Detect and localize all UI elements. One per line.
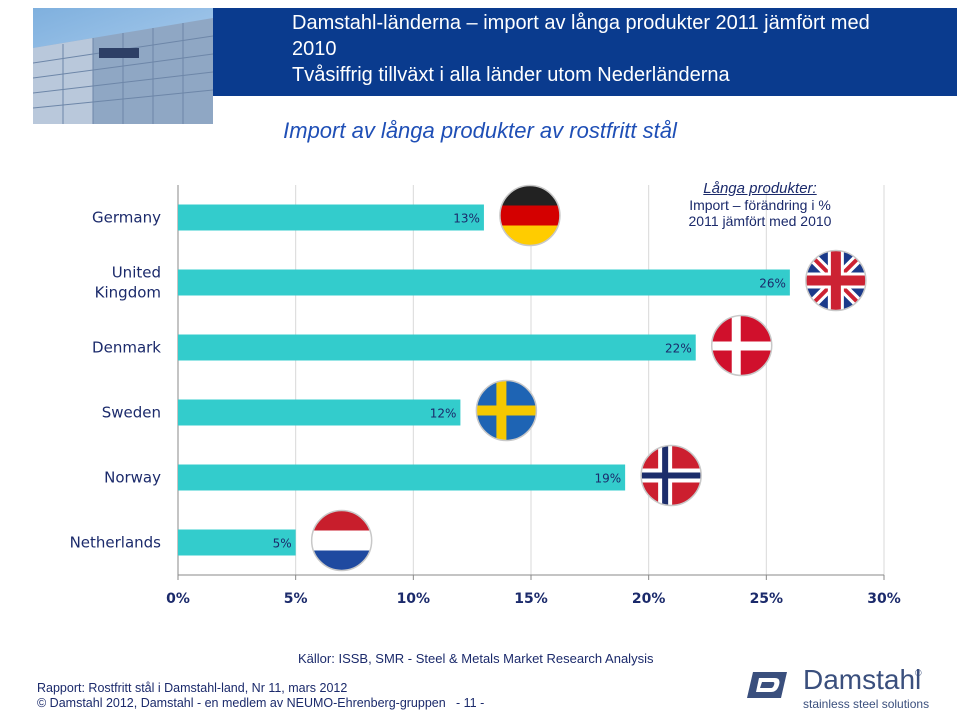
x-tick-label: 0% bbox=[166, 591, 190, 607]
data-label: 13% bbox=[453, 212, 480, 226]
x-tick-label: 30% bbox=[867, 591, 901, 607]
labels: 0% 5% 10% 15% 20% 25% 30% 13% Germany 26% United Ki… bbox=[70, 209, 901, 608]
slide-title-line1: Damstahl-länderna – import av långa prod… bbox=[292, 12, 870, 34]
header-band bbox=[213, 8, 957, 96]
netherlands-flag-icon bbox=[310, 509, 373, 572]
denmark-flag-icon bbox=[710, 314, 773, 377]
category-label: Sweden bbox=[102, 404, 161, 422]
damstahl-logo: Damstahl ® stainless steel solutions bbox=[745, 664, 929, 711]
x-tick-label: 10% bbox=[397, 591, 431, 607]
germany-flag-icon bbox=[499, 184, 561, 247]
sweden-flag-icon bbox=[475, 379, 538, 442]
legend-line2: 2011 jämfört med 2010 bbox=[688, 213, 832, 229]
legend-box: Långa produkter: Import – förändring i %… bbox=[640, 180, 880, 229]
legend-title: Långa produkter: bbox=[703, 180, 817, 197]
category-label: Norway bbox=[104, 469, 161, 487]
x-tick-label: 15% bbox=[514, 591, 548, 607]
slide-title-line2: 2010 bbox=[292, 38, 337, 60]
category-label: United bbox=[112, 264, 161, 282]
footer-report: Rapport: Rostfritt stål i Damstahl-land,… bbox=[37, 681, 348, 695]
legend-line1: Import – förändring i % bbox=[689, 197, 831, 213]
logo-registered: ® bbox=[915, 668, 922, 678]
bar bbox=[178, 204, 484, 231]
chart-subtitle: Import av långa produkter av rostfritt s… bbox=[283, 118, 677, 143]
uk-flag-icon bbox=[805, 249, 867, 312]
data-label: 12% bbox=[430, 407, 457, 421]
data-label: 5% bbox=[273, 537, 292, 551]
footer-copyright: © Damstahl 2012, Damstahl - en medlem av… bbox=[37, 696, 446, 710]
header: Damstahl-länderna – import av långa prod… bbox=[0, 0, 960, 124]
source-note: Källor: ISSB, SMR - Steel & Metals Marke… bbox=[298, 651, 654, 666]
logo-name: Damstahl bbox=[803, 664, 922, 695]
data-label: 22% bbox=[665, 342, 692, 356]
bar bbox=[178, 334, 696, 361]
grid-lines bbox=[177, 185, 885, 580]
bar bbox=[178, 399, 461, 426]
logo-tagline: stainless steel solutions bbox=[803, 697, 930, 711]
category-label: Germany bbox=[92, 209, 161, 227]
page-number: - 11 - bbox=[456, 696, 485, 710]
category-label: Denmark bbox=[92, 339, 161, 357]
category-label: Kingdom bbox=[95, 284, 161, 302]
bar bbox=[178, 464, 626, 491]
bar bbox=[178, 529, 296, 556]
slide-title-line3: Tvåsiffrig tillväxt i alla länder utom N… bbox=[292, 64, 730, 86]
flags bbox=[310, 184, 867, 572]
data-label: 19% bbox=[594, 472, 621, 486]
norway-flag-icon bbox=[640, 444, 702, 507]
category-label: Netherlands bbox=[70, 534, 162, 552]
damstahl-logo-icon bbox=[747, 672, 787, 698]
bars bbox=[178, 204, 790, 556]
data-label: 26% bbox=[759, 277, 786, 291]
x-tick-label: 5% bbox=[284, 591, 308, 607]
x-tick-label: 25% bbox=[750, 591, 784, 607]
x-tick-label: 20% bbox=[632, 591, 666, 607]
bar bbox=[178, 269, 790, 296]
bar-chart: 0% 5% 10% 15% 20% 25% 30% 13% Germany 26% United Ki… bbox=[70, 184, 901, 608]
building-photo bbox=[33, 8, 213, 124]
